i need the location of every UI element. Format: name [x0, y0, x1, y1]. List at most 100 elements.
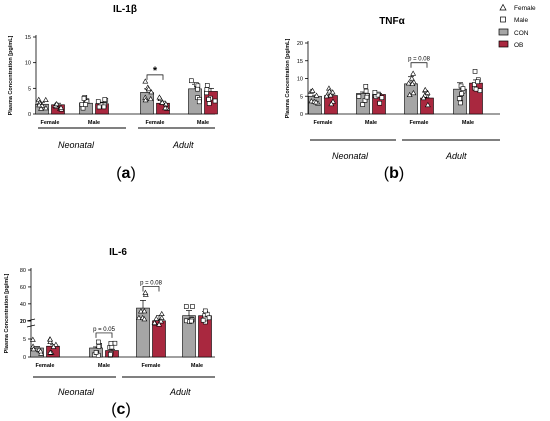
data-point-square [108, 341, 114, 346]
data-point-square [112, 340, 118, 346]
data-point-square [195, 86, 200, 92]
legend-item-con: CON [498, 28, 529, 37]
data-point-triangle [410, 70, 417, 76]
data-point-square [190, 304, 195, 309]
category-label: Female [146, 120, 165, 126]
panel-c-label: (c) [111, 401, 131, 418]
data-point-triangle [158, 314, 165, 321]
data-point-square [196, 99, 202, 105]
panel-a-title: IL-1β [113, 4, 137, 15]
data-point-triangle [47, 338, 54, 345]
data-point-square [457, 96, 462, 101]
data-point-triangle [326, 88, 333, 94]
data-point-triangle [156, 321, 162, 327]
significance-label: p = 0.08 [140, 280, 163, 286]
category-label: Female [41, 120, 60, 126]
data-point-square [101, 104, 107, 110]
data-point-square [473, 86, 479, 92]
y-axis-label: Plasma Concentration [pg/mL] [8, 35, 14, 115]
significance-bracket [410, 62, 428, 68]
data-point-square [379, 95, 385, 100]
bar-con [140, 92, 154, 115]
data-point-triangle [327, 92, 334, 98]
data-point-square [183, 304, 189, 309]
category-label: Female [142, 363, 161, 369]
legend: Female Male CON OB [498, 3, 536, 49]
y-tick-label: 10 [297, 77, 303, 83]
data-point-triangle [328, 100, 335, 107]
legend-ob-swatch [498, 40, 509, 48]
data-point-triangle [409, 80, 416, 87]
y-tick-label: 5 [23, 337, 26, 343]
y-tick-label: 80 [20, 268, 26, 274]
bar-con [136, 307, 150, 358]
data-point-triangle [424, 89, 431, 95]
data-point-square [364, 94, 370, 100]
legend-triangle-marker [499, 3, 507, 11]
data-point-triangle [145, 86, 152, 92]
data-point-square [212, 98, 218, 104]
significance-bracket [146, 74, 164, 80]
data-point-triangle [422, 86, 429, 93]
data-point-triangle [43, 105, 49, 111]
data-point-square [460, 86, 466, 91]
legend-item-female: Female [499, 3, 536, 12]
significance-label: p = 0.08 [408, 57, 431, 63]
data-point-triangle [313, 99, 319, 105]
y-tick-label: 0 [28, 112, 31, 118]
data-point-square [81, 96, 87, 101]
legend-label-female: Female [514, 5, 536, 12]
bar-con [404, 83, 418, 115]
category-label: Male [462, 120, 474, 126]
y-tick-label: 15 [297, 59, 303, 65]
category-label: Male [365, 120, 377, 126]
data-point-triangle [410, 89, 417, 96]
legend-item-ob: OB [498, 40, 523, 49]
data-point-square [204, 83, 210, 88]
data-point-square [472, 69, 478, 74]
data-point-square [477, 88, 483, 93]
y-tick-label: 0 [300, 112, 303, 118]
category-label: Male [88, 120, 100, 126]
y-tick-label: 15 [25, 35, 31, 41]
data-point-triangle [36, 102, 43, 108]
data-point-triangle [329, 89, 336, 95]
axis-break-mark [26, 324, 36, 328]
data-point-triangle [313, 92, 320, 98]
data-point-square [108, 352, 113, 357]
data-point-triangle [142, 97, 149, 103]
data-point-square [206, 315, 212, 321]
data-point-square [356, 94, 362, 99]
data-point-triangle [58, 104, 64, 110]
data-point-square [206, 97, 212, 102]
panel-c-title: IL-6 [109, 247, 127, 258]
data-point-triangle [142, 289, 149, 295]
data-point-triangle [158, 318, 164, 324]
category-label: Female [410, 120, 429, 126]
data-point-square [363, 88, 369, 94]
group-label: Adult [445, 151, 467, 161]
data-point-square [458, 100, 463, 106]
data-point-triangle [37, 348, 44, 354]
y-tick-label: 10 [25, 61, 31, 67]
category-label: Male [98, 363, 110, 369]
data-point-square [202, 308, 208, 314]
legend-item-male: Male [500, 16, 528, 24]
data-point-triangle [138, 308, 144, 314]
data-point-triangle [148, 89, 155, 95]
panel-b-title: TNFα [379, 16, 405, 27]
data-point-square [96, 104, 102, 110]
data-point-triangle [323, 93, 330, 99]
legend-label-male: Male [514, 17, 528, 24]
significance-label: p = 0.05 [93, 327, 116, 333]
data-point-triangle [156, 94, 163, 100]
panel-a-chart: 0 5 10 15 Plasma Concentration [pg/mL] Female… [8, 35, 218, 150]
data-point-square [475, 79, 480, 85]
y-tick-label: 20 [20, 319, 26, 325]
data-point-triangle [153, 315, 160, 321]
data-point-triangle [424, 101, 431, 108]
significance-bracket [142, 286, 160, 292]
data-point-triangle [141, 316, 148, 322]
